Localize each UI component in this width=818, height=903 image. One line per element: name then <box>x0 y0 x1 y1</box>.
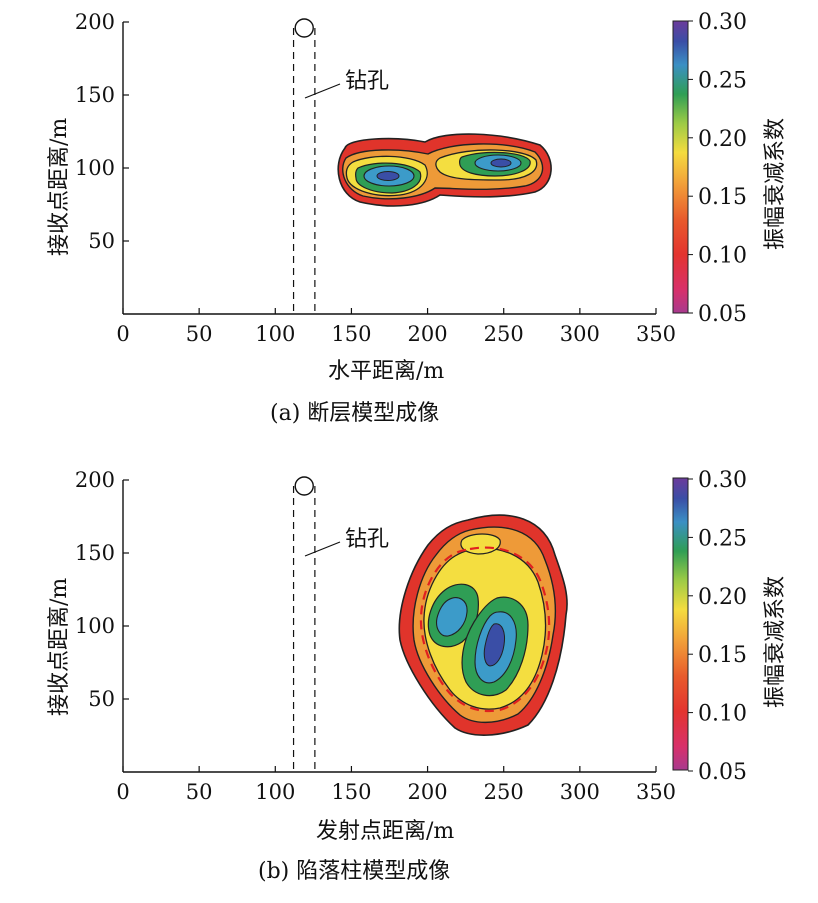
x-tick-label-b: 50 <box>186 780 213 804</box>
chart-a: 0 50 100 150 200 250 300 350 50 100 150 200 <box>75 10 676 346</box>
x-tick-label-b: 150 <box>331 780 371 804</box>
x-tick-label-a: 0 <box>116 322 129 346</box>
colorbar-label-b: 振幅衰减系数 <box>763 576 788 708</box>
xlabel-a: 水平距离/m <box>328 359 444 384</box>
caption-b: (b) 陷落柱模型成像 <box>258 859 450 884</box>
y-tick-label-b: 100 <box>75 614 115 638</box>
annotation-leader-a <box>304 83 341 99</box>
y-tick-label-a: 100 <box>75 156 115 180</box>
y-tick-label-a: 50 <box>88 229 115 253</box>
colorbar-tick-label-a: 0.05 <box>698 302 747 327</box>
x-tick-label-b: 200 <box>408 780 448 804</box>
xlabel-b: 发射点距离/m <box>316 819 454 844</box>
annotation-a: 钻孔 <box>345 69 389 94</box>
x-tick-label-a: 200 <box>408 322 448 346</box>
colorbar-tick-label-b: 0.20 <box>698 585 747 610</box>
colorbar-tick-label-b: 0.05 <box>698 760 747 785</box>
axes-b: 0 50 100 150 200 250 300 350 50 100 150 200 <box>75 468 676 804</box>
x-tick-label-a: 100 <box>255 322 295 346</box>
contour-b-top-cap <box>460 533 501 555</box>
borehole-head-a <box>294 18 314 38</box>
dashed-boundary-b <box>419 546 551 713</box>
y-tick-label-b: 150 <box>75 541 115 565</box>
colorbar-a-ticks: 0.30 0.25 0.20 0.15 0.10 0.05 <box>688 10 747 327</box>
collapse-column-anomaly-b <box>398 514 568 736</box>
x-tick-label-b: 0 <box>116 780 129 804</box>
y-tick-label-b: 50 <box>88 687 115 711</box>
contour-a-peak-2 <box>490 158 512 168</box>
x-tick-label-a: 150 <box>331 322 371 346</box>
contour-a-peak-1 <box>376 171 400 181</box>
x-tick-label-a: 300 <box>560 322 600 346</box>
colorbar-b-ticks: 0.30 0.25 0.20 0.15 0.10 0.05 <box>688 468 747 785</box>
ylabel-a: 接收点距离/m <box>47 118 72 256</box>
contour-b-peak-b <box>483 623 505 667</box>
axes-a: 0 50 100 150 200 250 300 350 50 100 150 200 <box>75 10 676 346</box>
x-tick-label-a: 350 <box>636 322 676 346</box>
colorbar-label-a: 振幅衰减系数 <box>763 118 788 250</box>
x-tick-label-b: 100 <box>255 780 295 804</box>
borehole-head-b <box>294 476 314 496</box>
annotation-b: 钻孔 <box>345 527 389 552</box>
y-tick-label-b: 200 <box>75 468 115 492</box>
x-tick-label-b: 250 <box>484 780 524 804</box>
colorbar-tick-label-a: 0.20 <box>698 127 747 152</box>
colorbar-tick-label-a: 0.25 <box>698 68 747 93</box>
x-tick-label-a: 250 <box>484 322 524 346</box>
x-tick-label-b: 300 <box>560 780 600 804</box>
chart-b: 0 50 100 150 200 250 300 350 50 100 150 200 <box>75 468 676 804</box>
colorbar-b <box>672 477 689 771</box>
colorbar-tick-label-a: 0.15 <box>698 185 747 210</box>
colorbar-tick-label-b: 0.30 <box>698 468 747 493</box>
x-tick-label-a: 50 <box>186 322 213 346</box>
ylabel-b: 接收点距离/m <box>47 578 72 716</box>
colorbar-tick-label-b: 0.25 <box>698 526 747 551</box>
colorbar-tick-label-b: 0.15 <box>698 643 747 668</box>
x-tick-label-b: 350 <box>636 780 676 804</box>
contour-b-level-5a <box>436 597 468 637</box>
colorbar-tick-label-a: 0.30 <box>698 10 747 35</box>
annotation-leader-b <box>304 541 341 557</box>
y-tick-label-a: 200 <box>75 10 115 34</box>
caption-a: (a) 断层模型成像 <box>270 401 439 426</box>
colorbar-tick-label-a: 0.10 <box>698 244 747 269</box>
y-tick-label-a: 150 <box>75 83 115 107</box>
fault-anomaly-a <box>337 133 552 207</box>
colorbar-a <box>672 20 689 314</box>
colorbar-tick-label-b: 0.10 <box>698 702 747 727</box>
